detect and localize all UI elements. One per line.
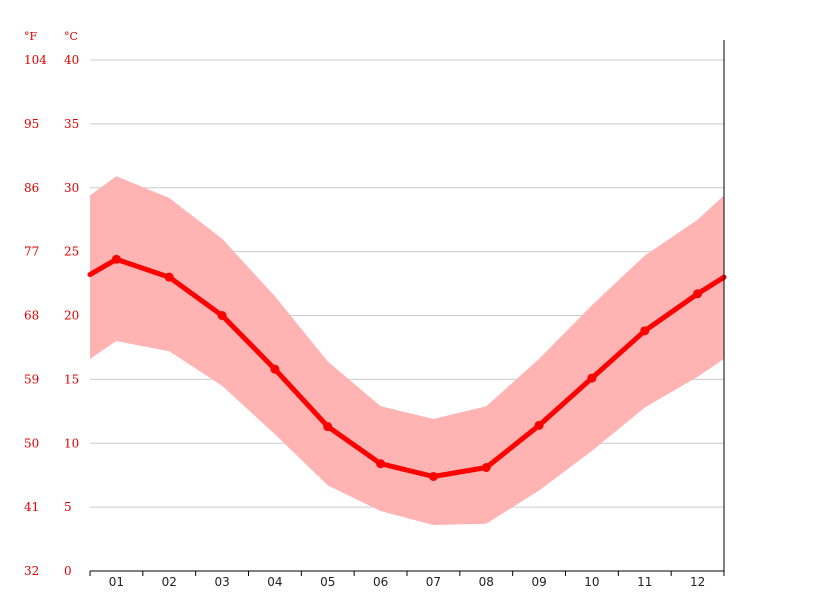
y-tick-label-celsius: 25: [64, 245, 79, 259]
y-tick-label-fahrenheit: 68: [24, 309, 39, 323]
y-tick-label-celsius: 30: [64, 181, 79, 195]
unit-fahrenheit-label: °F: [24, 30, 38, 43]
temperature-range-band: [90, 176, 724, 526]
average-point: [217, 311, 227, 320]
x-tick-label: 12: [690, 575, 705, 589]
x-ticks: 01 02 03 04 05 06 07 08 09 10 11 12: [89, 571, 725, 589]
x-tick-label: 02: [162, 575, 177, 589]
y-tick-label-fahrenheit: 86: [24, 181, 39, 195]
y-tick-label-fahrenheit: 95: [24, 117, 39, 131]
x-tick-label: 03: [214, 575, 229, 589]
x-tick-label: 07: [426, 575, 441, 589]
y-tick-label-fahrenheit: 104: [24, 53, 47, 67]
unit-celsius-label: °C: [64, 30, 78, 43]
x-tick-label: 10: [584, 575, 599, 589]
average-point: [111, 254, 121, 264]
x-tick-label: 05: [320, 575, 335, 589]
y-tick-label-celsius: 40: [64, 53, 79, 67]
x-tick-label: 09: [531, 575, 546, 589]
y-tick-label-celsius: 10: [64, 436, 79, 450]
y-tick-label-celsius: 35: [64, 117, 79, 131]
y-tick-label-fahrenheit: 77: [24, 245, 39, 259]
y-tick-label-fahrenheit: 41: [24, 500, 39, 514]
y-tick-label-celsius: 5: [64, 500, 72, 514]
average-point: [534, 420, 544, 430]
average-points: [111, 254, 703, 481]
average-point: [164, 272, 174, 282]
average-point: [376, 459, 386, 469]
average-point: [587, 373, 597, 383]
average-point: [481, 463, 491, 473]
average-point: [640, 326, 650, 336]
average-point: [693, 289, 703, 299]
average-temperature-line: [87, 256, 727, 479]
y-tick-label-celsius: 15: [64, 372, 79, 386]
y-tick-label-fahrenheit: 32: [24, 564, 39, 578]
y-tick-label-celsius: 20: [64, 309, 79, 323]
y-tick-label-fahrenheit: 59: [24, 372, 39, 386]
x-tick-label: 11: [637, 575, 652, 589]
y-tick-label-fahrenheit: 50: [24, 436, 39, 450]
x-tick-label: 06: [373, 575, 388, 589]
average-point: [428, 471, 438, 481]
average-point: [270, 364, 280, 374]
x-tick-label: 01: [109, 575, 124, 589]
y-tick-label-celsius: 0: [64, 564, 72, 578]
x-tick-label: 04: [267, 575, 282, 589]
y-ticks: 0 32 5 41 10 50 15 59 20 68 25 77 30 86 35 95 40 104: [24, 53, 79, 578]
average-point: [323, 422, 333, 432]
x-tick-label: 08: [479, 575, 494, 589]
